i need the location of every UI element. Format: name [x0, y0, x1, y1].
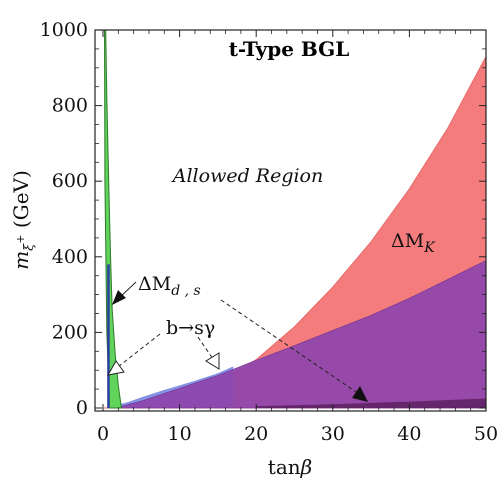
y-tick-label: 200 [52, 321, 88, 343]
arrows [107, 281, 368, 402]
x-tick-label: 40 [397, 423, 421, 445]
x-tick-label: 30 [321, 423, 345, 445]
svg-text:mξ+ (GeV): mξ+ (GeV) [9, 170, 37, 270]
arrow-bsg-right-head [205, 352, 220, 370]
x-tick-label: 10 [168, 423, 192, 445]
annotation-delta-mds: ΔMd , s [138, 273, 201, 299]
x-axis-title: tanβ [268, 455, 312, 479]
region-dark-band [256, 398, 486, 408]
ticks-layer: 0 10 20 30 40 50 0 200 400 600 800 1000 [40, 19, 498, 445]
x-tick-label: 0 [97, 423, 109, 445]
y-tick-label: 400 [52, 246, 88, 268]
y-axis-title: mξ+ (GeV) [9, 170, 37, 270]
arrow-bsg-left-head [107, 360, 125, 376]
arrow-bsg-left [113, 333, 161, 371]
y-tick-label: 600 [52, 170, 88, 192]
annotation-bsgamma: b→sγ [166, 317, 215, 339]
annotation-delta-mk: ΔMK [391, 230, 436, 256]
y-tick-label: 800 [52, 95, 88, 117]
annotation-allowed-region: Allowed Region [171, 165, 324, 187]
x-tick-label: 50 [474, 423, 498, 445]
arrow-dmds-purple [220, 299, 363, 397]
y-tick-label: 1000 [40, 19, 88, 41]
region-delta-mds [109, 260, 486, 409]
region-green-low-tanbeta [104, 30, 122, 409]
chart-title: t-Type BGL [229, 37, 350, 61]
regions-layer [102, 30, 486, 409]
y-tick-label: 0 [76, 397, 88, 419]
arrow-bsg-right [197, 336, 216, 363]
arrow-dmds-green-head [112, 290, 126, 305]
region-low-tanbeta-strip [107, 264, 110, 408]
plot-frame [94, 29, 487, 412]
arrow-dmds-purple-head [352, 386, 368, 402]
x-tick-label: 20 [244, 423, 268, 445]
